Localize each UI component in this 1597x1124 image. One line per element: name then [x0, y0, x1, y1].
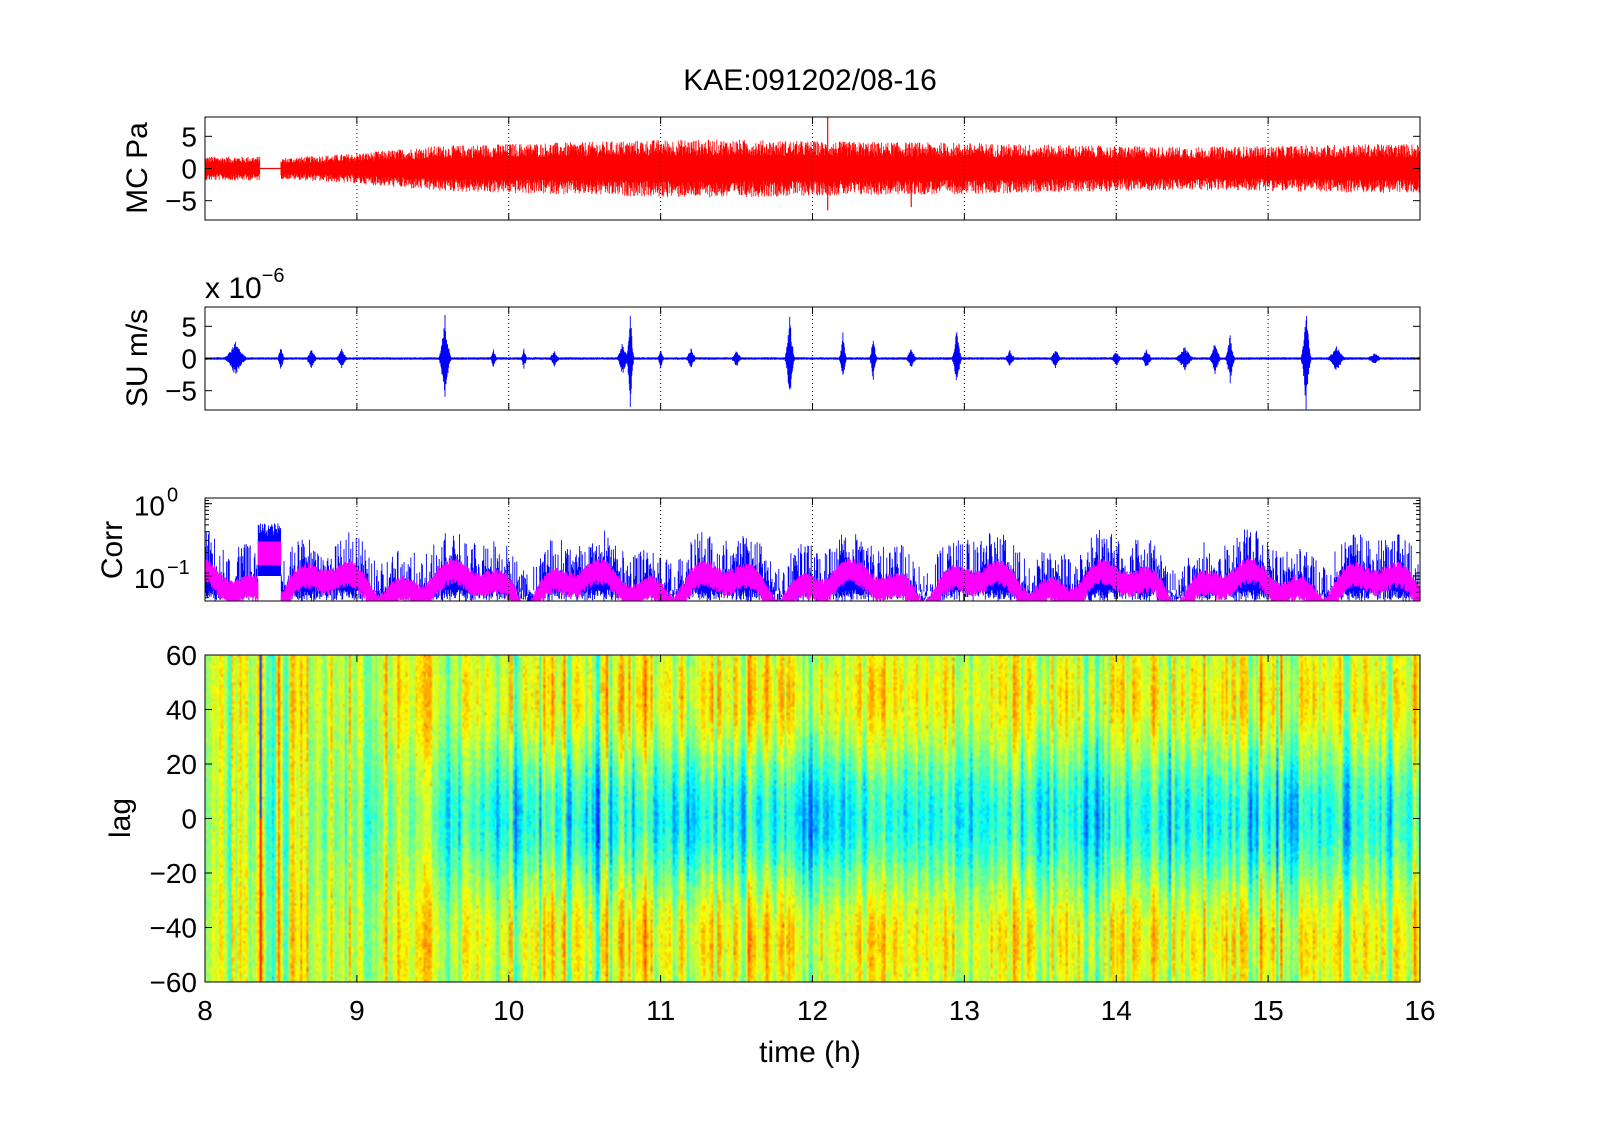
y-tick-label: 0 [181, 154, 197, 185]
y-tick-label: 5 [181, 311, 197, 342]
panel-mc-pa: −505 MC Pa [121, 116, 1421, 221]
y-tick-exponent: −1 [167, 557, 190, 579]
y-tick-label: 0 [181, 344, 197, 375]
x-tick-label: 11 [646, 995, 675, 1026]
x-tick-label: 9 [349, 995, 365, 1026]
y-tick-exponent: 0 [167, 485, 178, 507]
y-tick-label: 10 [134, 563, 165, 594]
x-tick-label: 13 [949, 995, 980, 1026]
y-tick-label: 20 [166, 749, 197, 780]
ylabel-corr: Corr [96, 521, 129, 579]
x-tick-label: 14 [1101, 995, 1132, 1026]
y-tick-label: −5 [165, 186, 197, 217]
x-tick-label: 15 [1253, 995, 1284, 1026]
y-tick-label: −5 [165, 376, 197, 407]
y-tick-label: 5 [181, 121, 197, 152]
y-tick-label: 60 [166, 640, 197, 671]
x-tick-label: 10 [493, 995, 524, 1026]
y-tick-label: −40 [150, 913, 198, 944]
ylabel-su: SU m/s [121, 309, 154, 407]
panel-su: −505 SU m/s x 10−6 [121, 265, 1421, 411]
x-tick-label: 16 [1404, 995, 1435, 1026]
y-tick-label: 10 [134, 491, 165, 522]
y-tick-label: 0 [181, 804, 197, 835]
y-tick-label: 40 [166, 695, 197, 726]
exponent-label: x 10−6 [205, 265, 285, 305]
ylabel-lag: lag [104, 798, 137, 838]
ylabel-mc-pa: MC Pa [121, 122, 154, 214]
y-tick-label: −60 [150, 967, 198, 998]
xlabel-time: time (h) [759, 1036, 861, 1069]
mc-pa-series [204, 117, 1421, 211]
x-tick-label: 12 [797, 995, 828, 1026]
x-tick-label: 8 [197, 995, 213, 1026]
mc-pa-trace [204, 139, 1421, 198]
panel-lag-heatmap: 8 9 10 11 12 13 14 15 16 60 40 20 0 −20 −40 −60 lag tim… [104, 640, 1436, 1069]
y-tick-label: −20 [150, 858, 198, 889]
lag-heatmap-image [205, 655, 1420, 982]
chart-title: KAE:091202/08-16 [683, 64, 937, 97]
